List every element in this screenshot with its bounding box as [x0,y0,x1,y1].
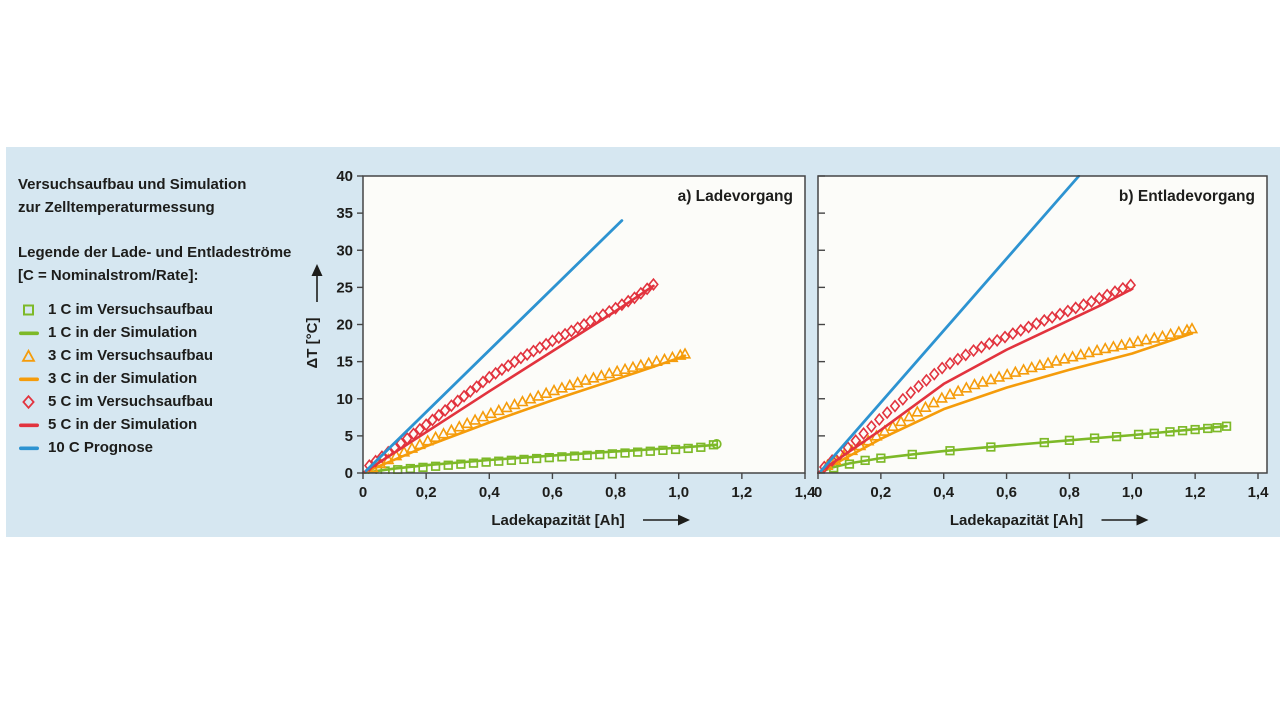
svg-text:ΔT [°C]: ΔT [°C] [304,318,321,369]
svg-text:1,4: 1,4 [1248,484,1270,501]
svg-text:1,2: 1,2 [1185,484,1206,501]
heading-line-1: Versuchsaufbau und Simulation [18,176,247,193]
series-5-c-im-versuchsaufbau [818,278,1137,474]
legend-items: 1 C im Versuchsaufbau 1 C in der Simulati… [18,298,318,459]
svg-text:1,0: 1,0 [668,484,689,501]
x-axis-label: Ladekapazität [Ah] [491,512,690,529]
legend-marker-line-icon [18,371,48,387]
x-axis-label: Ladekapazität [Ah] [950,512,1149,529]
legend-marker-triangle-icon [18,348,48,364]
svg-text:0,2: 0,2 [416,484,437,501]
legend-item-label: 5 C in der Simulation [48,416,198,433]
legend-item: 5 C im Versuchsaufbau [18,390,318,413]
y-axis-arrow-icon [311,264,323,302]
legend-subtitle: Legende der Lade- und Entladeströme [C =… [18,241,318,287]
svg-text:0,8: 0,8 [605,484,626,501]
svg-text:0,8: 0,8 [1059,484,1080,501]
chart-title: b) Entladevorgang [1119,188,1255,205]
series-10-c-prognose [364,219,624,473]
y-axis: 0 5 10 15 20 25 30 35 40 [336,168,363,482]
series-layer [362,219,722,474]
plot-area [363,176,805,473]
svg-text:0,6: 0,6 [542,484,563,501]
svg-text:0,4: 0,4 [479,484,501,501]
svg-text:5: 5 [345,428,353,445]
series-3-c-im-versuchsaufbau [366,347,692,473]
legend-item-label: 3 C im Versuchsaufbau [48,347,214,364]
series-5-c-im-versuchsaufbau [363,277,659,473]
series-10-c-prognose [819,175,1081,473]
svg-text:25: 25 [336,279,353,296]
legend-item: 1 C im Versuchsaufbau [18,298,318,321]
x-axis: 0 0,2 0,4 0,6 0,8 1,0 1,2 1,4 [359,473,815,501]
legend-marker-line-icon [18,440,48,456]
series-1-c-im-versuchsaufbau [367,438,722,474]
legend-item: 3 C in der Simulation [18,367,318,390]
svg-text:0: 0 [345,465,353,482]
svg-text:0: 0 [359,484,367,501]
svg-text:Ladekapazität [Ah]: Ladekapazität [Ah] [491,512,624,529]
legend-marker-diamond-icon [18,394,48,410]
svg-text:35: 35 [336,205,353,222]
legend-item: 1 C in der Simulation [18,321,318,344]
series-1-c-im-versuchsaufbau [829,421,1232,473]
chart-title: a) Ladevorgang [678,188,793,205]
legend-title-line-2: [C = Nominalstrom/Rate]: [18,267,199,284]
heading-line-2: zur Zelltemperaturmessung [18,199,215,216]
svg-text:30: 30 [336,242,353,259]
x-axis: 0 0,2 0,4 0,6 0,8 1,0 1,2 1,4 [814,473,1269,501]
legend-block: Versuchsaufbau und Simulation zur Zellte… [18,173,318,459]
svg-text:1,0: 1,0 [1122,484,1143,501]
svg-text:1,4: 1,4 [795,484,815,501]
legend-item-label: 1 C in der Simulation [48,324,198,341]
legend-item-label: 3 C in der Simulation [48,370,198,387]
svg-text:Ladekapazität [Ah]: Ladekapazität [Ah] [950,512,1083,529]
series-layer [817,175,1232,474]
legend-marker-line-icon [18,325,48,341]
y-axis [818,175,825,474]
figure-panel: Versuchsaufbau und Simulation zur Zellte… [6,147,1280,537]
legend-item: 5 C in der Simulation [18,413,318,436]
series-5-c-in-der-simulation [817,287,1134,474]
legend-item-label: 10 C Prognose [48,439,154,456]
x-axis-arrow-icon [643,514,690,526]
legend-item: 10 C Prognose [18,436,318,459]
svg-text:20: 20 [336,317,353,334]
series-5-c-in-der-simulation [362,284,655,474]
x-axis-arrow-icon [1101,514,1149,526]
y-axis-label: ΔT [°C] [304,264,323,368]
svg-text:0: 0 [814,484,822,501]
legend-item-label: 1 C im Versuchsaufbau [48,301,214,318]
chart-a-ladevorgang: 0 0,2 0,4 0,6 0,8 1,0 1,2 1,4 0 5 10 15 20 25 30 35 40 a)… [304,168,815,529]
svg-text:0,4: 0,4 [933,484,955,501]
svg-text:10: 10 [336,391,353,408]
legend-marker-square-icon [18,302,48,318]
legend-marker-line-icon [18,417,48,433]
svg-text:0,2: 0,2 [870,484,891,501]
legend-title-line-1: Legende der Lade- und Entladeströme [18,244,292,261]
chart-b-entladevorgang: 0 0,2 0,4 0,6 0,8 1,0 1,2 1,4 b) Entladevorgang L… [814,175,1269,529]
svg-text:40: 40 [336,168,353,185]
svg-text:15: 15 [336,354,353,371]
svg-text:0,6: 0,6 [996,484,1017,501]
series-1-c-in-der-simulation [817,424,1228,474]
legend-item-label: 5 C im Versuchsaufbau [48,393,214,410]
legend-item: 3 C im Versuchsaufbau [18,344,318,367]
legend-heading: Versuchsaufbau und Simulation zur Zellte… [18,173,318,219]
svg-text:1,2: 1,2 [731,484,752,501]
